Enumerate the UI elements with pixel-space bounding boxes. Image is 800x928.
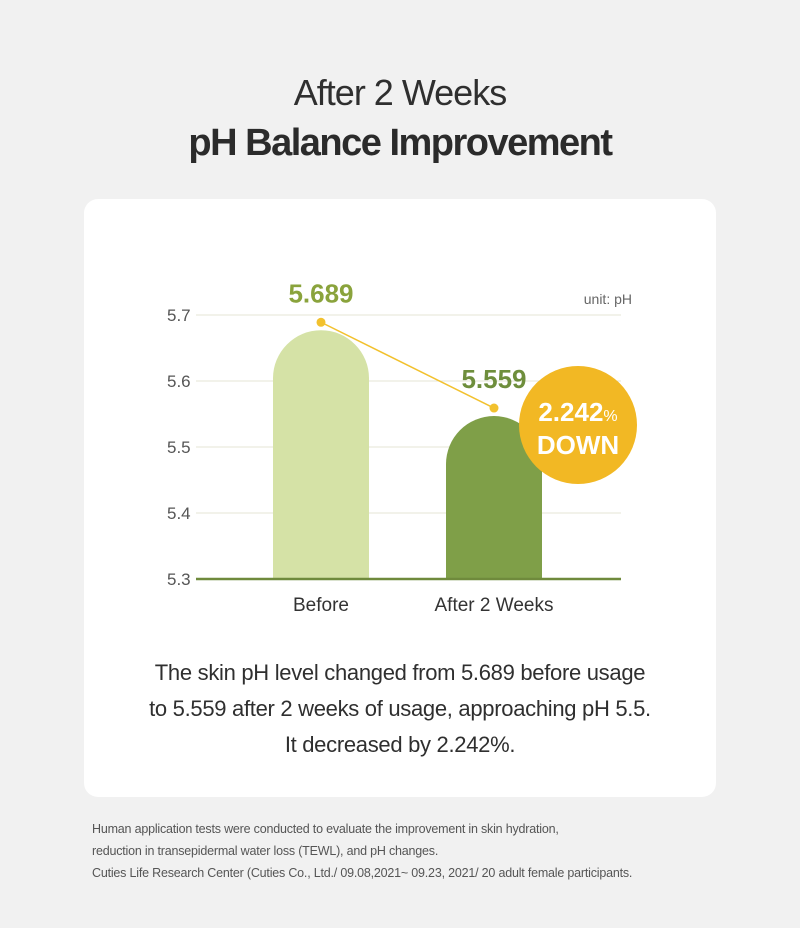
title-line-1: After 2 Weeks (293, 72, 507, 113)
value-labels: 5.689 5.559 (288, 278, 526, 394)
trend-connector (316, 317, 499, 413)
y-tick-label: 5.3 (167, 570, 191, 589)
footnote: Human application tests were conducted t… (92, 818, 732, 884)
value-label: 5.689 (288, 278, 353, 308)
y-tick-label: 5.4 (167, 504, 191, 523)
data-point (489, 403, 499, 413)
y-tick-label: 5.5 (167, 438, 191, 457)
y-tick-label: 5.6 (167, 372, 191, 391)
badge-text: DOWN (537, 430, 619, 460)
category-labels: Before After 2 Weeks (293, 595, 553, 616)
y-tick-label: 5.7 (167, 306, 191, 325)
badge-value-unit: % (603, 408, 617, 425)
footnote-line: reduction in transepidermal water loss (… (92, 844, 439, 858)
description-line: to 5.559 after 2 weeks of usage, approac… (149, 696, 651, 721)
data-point (316, 317, 326, 327)
footnote-line: Human application tests were conducted t… (92, 822, 559, 836)
chart-card (84, 199, 716, 797)
bar (446, 416, 542, 579)
badge-value: 2.242% (538, 397, 617, 427)
unit-label: unit: pH (584, 291, 632, 307)
connector-line (320, 321, 495, 409)
category-label: After 2 Weeks (435, 595, 554, 616)
footnote-line: Cuties Life Research Center (Cuties Co.,… (92, 866, 633, 880)
badge-circle (519, 366, 637, 484)
page-title: pH Balance Improvement (188, 122, 613, 164)
category-label: Before (293, 595, 349, 616)
decrease-badge: 2.242%DOWN (519, 366, 637, 484)
value-label: 5.559 (461, 364, 526, 394)
bar (273, 330, 369, 579)
description-line: The skin pH level changed from 5.689 bef… (154, 660, 646, 685)
badge-value-number: 2.242 (538, 397, 603, 427)
y-axis-ticks: 5.7 5.6 5.5 5.4 5.3 (167, 306, 191, 589)
description-text: The skin pH level changed from 5.689 bef… (84, 655, 716, 763)
bars (273, 330, 542, 579)
description-line: It decreased by 2.242%. (284, 732, 516, 757)
